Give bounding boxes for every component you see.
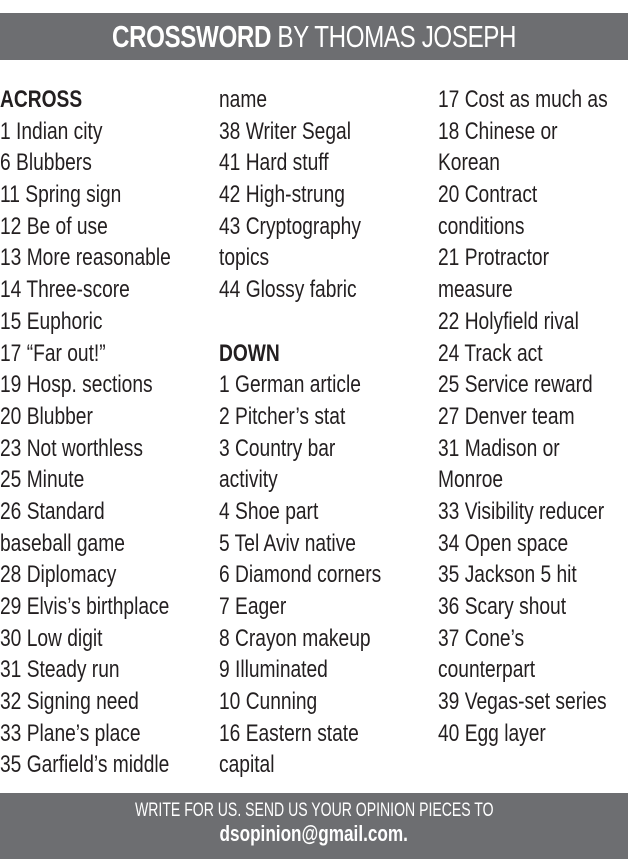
clue-line: 5 Tel Aviv native — [219, 529, 356, 557]
clue-column-3: 17 Cost as much as 18 Chinese or Korean 20 … — [438, 84, 608, 749]
clue-column-2: name 38 Writer Segal 41 Hard stuff 42 High-… — [219, 84, 381, 781]
clue-line: 33 Visibility reducer — [438, 497, 605, 525]
clue-line: 39 Vegas-set series — [438, 688, 607, 716]
clue-line: 16 Eastern state — [219, 719, 359, 747]
clue-line: 8 Crayon makeup — [219, 624, 371, 652]
crossword-header: CROSSWORD BY THOMAS JOSEPH — [0, 13, 628, 60]
clue-line: 17 Cost as much as — [438, 86, 608, 113]
clue-line: topics — [219, 244, 270, 272]
clue-line: 7 Eager — [219, 593, 287, 620]
footer-text: WRITE FOR US. SEND US YOUR OPINION PIECE… — [134, 800, 494, 821]
clue-line — [219, 306, 381, 338]
clue-line: 17 “Far out!” — [0, 339, 106, 367]
clue-line: 32 Signing need — [0, 688, 139, 716]
clue-line: 41 Hard stuff — [219, 149, 329, 177]
clue-line: Korean — [438, 149, 500, 177]
clue-line: 36 Scary shout — [438, 593, 567, 620]
header-title: CROSSWORD BY THOMAS JOSEPH — [111, 13, 517, 60]
clue-line: 33 Plane’s place — [0, 719, 141, 747]
clue-line: 20 Blubber — [0, 402, 93, 430]
clue-line: 37 Cone’s — [438, 624, 525, 652]
clue-line: name — [219, 86, 268, 113]
clue-line: 18 Chinese or — [438, 117, 558, 145]
clue-line: 12 Be of use — [0, 212, 108, 240]
clue-line: 35 Jackson 5 hit — [438, 561, 577, 589]
clue-line: 13 More reasonable — [0, 244, 171, 272]
title-bold: CROSSWORD — [111, 19, 271, 54]
clue-line: 11 Spring sign — [0, 181, 122, 209]
clue-line: 26 Standard — [0, 497, 105, 525]
clue-line: measure — [438, 276, 513, 304]
clue-line: 21 Protractor — [438, 244, 549, 272]
clue-line: 31 Steady run — [0, 656, 120, 684]
clue-line: 29 Elvis’s birthplace — [0, 593, 170, 620]
clue-line: 6 Diamond corners — [219, 561, 382, 589]
clue-line: 1 German article — [219, 371, 361, 399]
clue-line: 43 Cryptography — [219, 212, 361, 240]
clue-line: 6 Blubbers — [0, 149, 92, 177]
clue-line: 35 Garfield’s middle — [0, 751, 170, 779]
section-heading: ACROSS — [0, 86, 83, 113]
clue-line: counterpart — [438, 656, 536, 684]
clue-line: activity — [219, 466, 278, 494]
clue-line: 9 Illuminated — [219, 656, 328, 684]
clue-line: capital — [219, 751, 275, 779]
clue-line: conditions — [438, 212, 525, 240]
clue-line: 15 Euphoric — [0, 307, 103, 335]
clue-line: 23 Not worthless — [0, 434, 143, 462]
clue-line: 20 Contract — [438, 181, 538, 209]
clue-line: Monroe — [438, 466, 504, 494]
clue-line: 40 Egg layer — [438, 719, 546, 747]
clue-line: 34 Open space — [438, 529, 569, 557]
clue-line: 42 High-strung — [219, 181, 345, 209]
clue-line: 38 Writer Segal — [219, 117, 351, 145]
clue-line: 25 Service reward — [438, 371, 593, 399]
clue-line: 31 Madison or — [438, 434, 560, 462]
clue-line: 30 Low digit — [0, 624, 103, 652]
clue-line: 24 Track act — [438, 339, 543, 367]
clue-line: 27 Denver team — [438, 402, 575, 430]
clue-line: 28 Diplomacy — [0, 561, 117, 589]
clue-line: 14 Three-score — [0, 276, 130, 304]
section-heading: DOWN — [219, 339, 280, 367]
clue-line: 10 Cunning — [219, 688, 318, 716]
clue-line: 2 Pitcher’s stat — [219, 402, 346, 430]
clue-line: 22 Holyfield rival — [438, 307, 579, 335]
clue-line: 3 Country bar — [219, 434, 336, 462]
clue-line: 25 Minute — [0, 466, 85, 494]
footer-email: dsopinion@gmail.com. — [219, 821, 409, 846]
clue-line: 19 Hosp. sections — [0, 371, 153, 399]
clue-line: baseball game — [0, 529, 125, 557]
clue-line: 4 Shoe part — [219, 497, 319, 525]
clue-column-1: ACROSS 1 Indian city 6 Blubbers 11 Spring s… — [0, 84, 171, 781]
footer-banner: WRITE FOR US. SEND US YOUR OPINION PIECE… — [0, 793, 628, 859]
title-byline: BY THOMAS JOSEPH — [270, 19, 517, 54]
clue-line: 44 Glossy fabric — [219, 276, 357, 304]
clue-line: 1 Indian city — [0, 117, 103, 145]
